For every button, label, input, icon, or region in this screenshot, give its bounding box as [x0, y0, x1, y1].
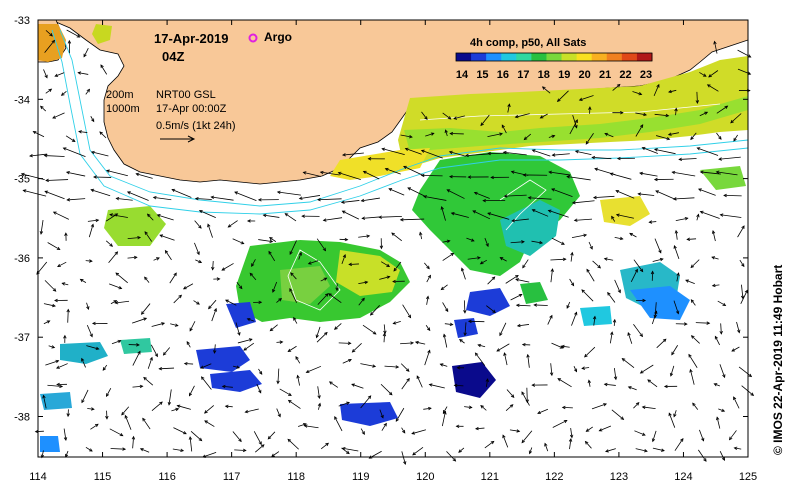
- product-time-label: 17-Apr 00:00Z: [156, 103, 227, 115]
- vector-scale-arrowhead: [187, 135, 196, 143]
- y-tick-label: -33: [14, 15, 30, 27]
- y-tick-label: -34: [14, 94, 30, 106]
- x-tick-label: 122: [545, 471, 563, 483]
- legend-swatch: [636, 53, 653, 61]
- isobath-200m-label: 200m: [106, 89, 134, 101]
- time-label: 04Z: [162, 49, 184, 64]
- legend-swatch: [561, 53, 578, 61]
- argo-marker-icon: [248, 33, 258, 43]
- legend-ticks: 14 15 16 17 18 19 20 21 22 23: [456, 69, 652, 81]
- legend-tick-label: 16: [497, 69, 509, 81]
- isobaths: [51, 29, 749, 215]
- legend-colorbar: [455, 52, 653, 62]
- x-tick-label: 123: [610, 471, 628, 483]
- credit-label: © IMOS 22-Apr-2019 11:49 Hobart: [771, 265, 785, 455]
- legend-swatch: [456, 53, 472, 61]
- legend-tick-label: 19: [558, 69, 570, 81]
- x-tick-label: 115: [94, 471, 112, 483]
- legend-tick-label: 15: [476, 69, 488, 81]
- legend-swatch: [471, 53, 487, 61]
- y-tick-label: -37: [14, 332, 30, 344]
- x-tick-label: 119: [352, 471, 370, 483]
- legend-swatch: [531, 53, 547, 61]
- legend-tick-label: 21: [599, 69, 611, 81]
- y-tick-label: -35: [14, 174, 30, 186]
- axis-ticks: 114 115 116 117 118 119 120 121 122 123 124 125 -33 -…: [14, 15, 757, 483]
- legend-swatch: [621, 53, 638, 61]
- legend-tick-label: 18: [538, 69, 550, 81]
- x-tick-label: 114: [29, 471, 47, 483]
- legend-swatch: [576, 53, 593, 61]
- argo-label: Argo: [264, 30, 292, 44]
- current-vectors: [20, 29, 755, 465]
- legend-swatch: [606, 53, 623, 61]
- legend-title: 4h comp, p50, All Sats: [470, 37, 586, 49]
- x-tick-label: 116: [158, 471, 176, 483]
- y-tick-label: -38: [14, 412, 30, 424]
- legend-tick-label: 14: [456, 69, 469, 81]
- x-tick-label: 118: [287, 471, 305, 483]
- legend-tick-label: 20: [579, 69, 591, 81]
- legend-swatch: [486, 53, 502, 61]
- legend-swatch: [516, 53, 532, 61]
- legend-swatch: [501, 53, 517, 61]
- date-label: 17-Apr-2019: [154, 31, 228, 46]
- x-tick-label: 125: [739, 471, 757, 483]
- y-tick-label: -36: [14, 253, 30, 265]
- legend-tick-label: 17: [517, 69, 529, 81]
- legend-swatch: [591, 53, 608, 61]
- vector-scale-label: 0.5m/s (1kt 24h): [156, 120, 235, 132]
- legend-swatch: [546, 53, 563, 61]
- isobath-1000m-label: 1000m: [106, 103, 140, 115]
- plot-frame: [37, 19, 749, 458]
- product-label: NRT00 GSL: [156, 89, 216, 101]
- x-tick-label: 120: [416, 471, 434, 483]
- legend-tick-label: 23: [640, 69, 652, 81]
- x-tick-label: 124: [674, 471, 692, 483]
- legend-tick-label: 22: [619, 69, 631, 81]
- x-tick-label: 117: [223, 471, 241, 483]
- sst-field: [38, 24, 748, 452]
- x-tick-label: 121: [481, 471, 499, 483]
